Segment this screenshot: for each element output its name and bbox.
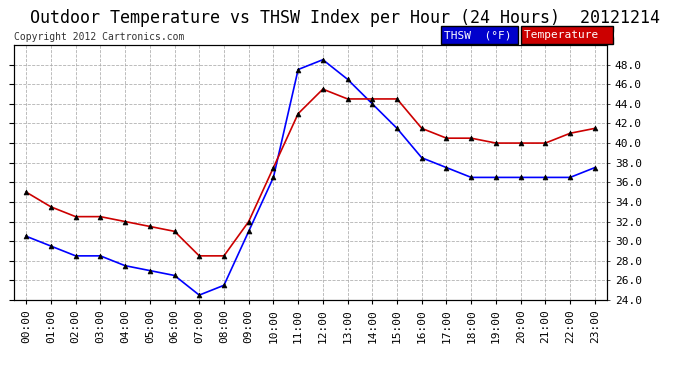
- FancyBboxPatch shape: [441, 26, 518, 44]
- Text: Temperature  (°F): Temperature (°F): [524, 30, 639, 40]
- FancyBboxPatch shape: [521, 26, 613, 44]
- Text: Copyright 2012 Cartronics.com: Copyright 2012 Cartronics.com: [14, 33, 184, 42]
- Text: Outdoor Temperature vs THSW Index per Hour (24 Hours)  20121214: Outdoor Temperature vs THSW Index per Ho…: [30, 9, 660, 27]
- Text: THSW  (°F): THSW (°F): [444, 30, 511, 40]
